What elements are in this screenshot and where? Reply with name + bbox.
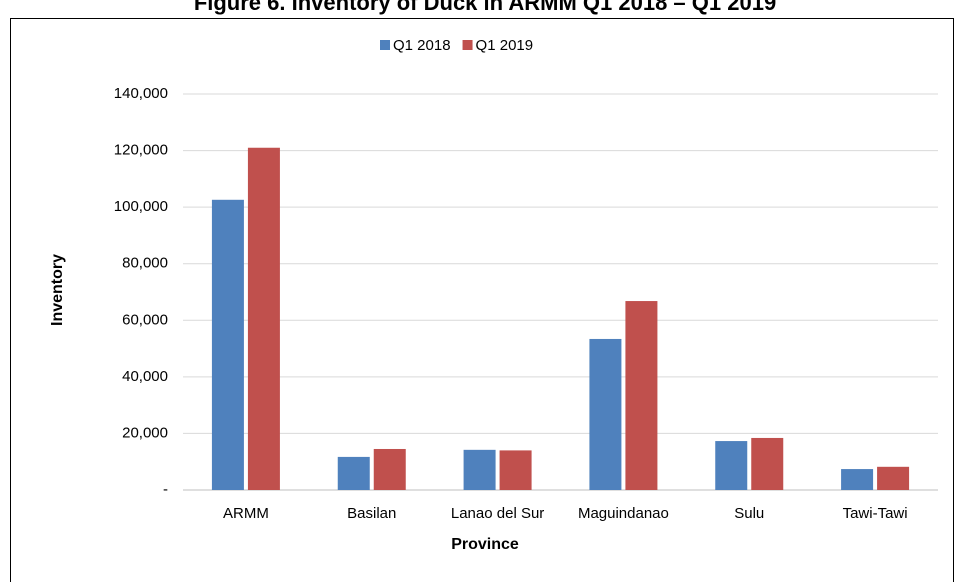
bar — [751, 437, 784, 490]
legend-swatch — [380, 40, 390, 50]
bar — [463, 449, 496, 490]
legend-swatch — [462, 40, 473, 50]
y-tick-label: 80,000 — [122, 255, 168, 272]
bar — [841, 469, 874, 490]
y-tick-label: 140,000 — [114, 85, 168, 102]
bar — [715, 441, 748, 490]
bar — [211, 199, 244, 490]
x-tick-label: ARMM — [223, 505, 269, 522]
x-tick-label: Sulu — [734, 505, 764, 522]
y-axis-label: Inventory — [49, 254, 66, 326]
y-tick-label: 20,000 — [122, 424, 168, 441]
x-axis-label: Province — [451, 536, 519, 553]
y-tick-label: 120,000 — [114, 142, 168, 159]
chart-border — [10, 18, 954, 582]
y-tick-label: 100,000 — [114, 198, 168, 215]
bar — [877, 466, 910, 490]
legend-label: Q1 2018 — [393, 37, 451, 54]
x-tick-label: Maguindanao — [578, 505, 669, 522]
bar — [499, 450, 532, 490]
y-tick-label: - — [163, 481, 168, 498]
bar — [589, 338, 622, 490]
x-tick-label: Basilan — [347, 505, 396, 522]
chart-title: Figure 6. Inventory of Duck in ARMM Q1 2… — [194, 0, 776, 15]
bar — [373, 448, 406, 490]
y-tick-label: 60,000 — [122, 311, 168, 328]
bar — [247, 147, 280, 490]
x-tick-label: Tawi-Tawi — [843, 505, 908, 522]
bar — [625, 301, 658, 490]
x-tick-label: Lanao del Sur — [451, 505, 544, 522]
bar — [337, 456, 370, 490]
legend-label: Q1 2019 — [476, 37, 534, 54]
y-tick-label: 40,000 — [122, 368, 168, 385]
